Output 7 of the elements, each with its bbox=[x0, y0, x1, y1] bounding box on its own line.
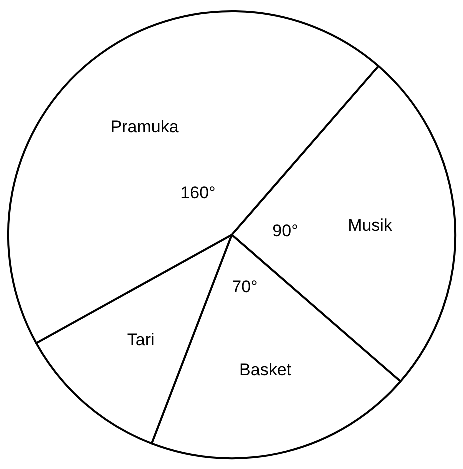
slice-label: Musik bbox=[348, 216, 393, 235]
slice-label: Pramuka bbox=[110, 117, 180, 136]
data-label: 70° bbox=[232, 278, 258, 297]
slice-label: Basket bbox=[240, 360, 292, 380]
slice-label: Tari bbox=[127, 330, 155, 350]
data-label: 90° bbox=[272, 222, 298, 241]
data-label: 160° bbox=[180, 184, 216, 203]
